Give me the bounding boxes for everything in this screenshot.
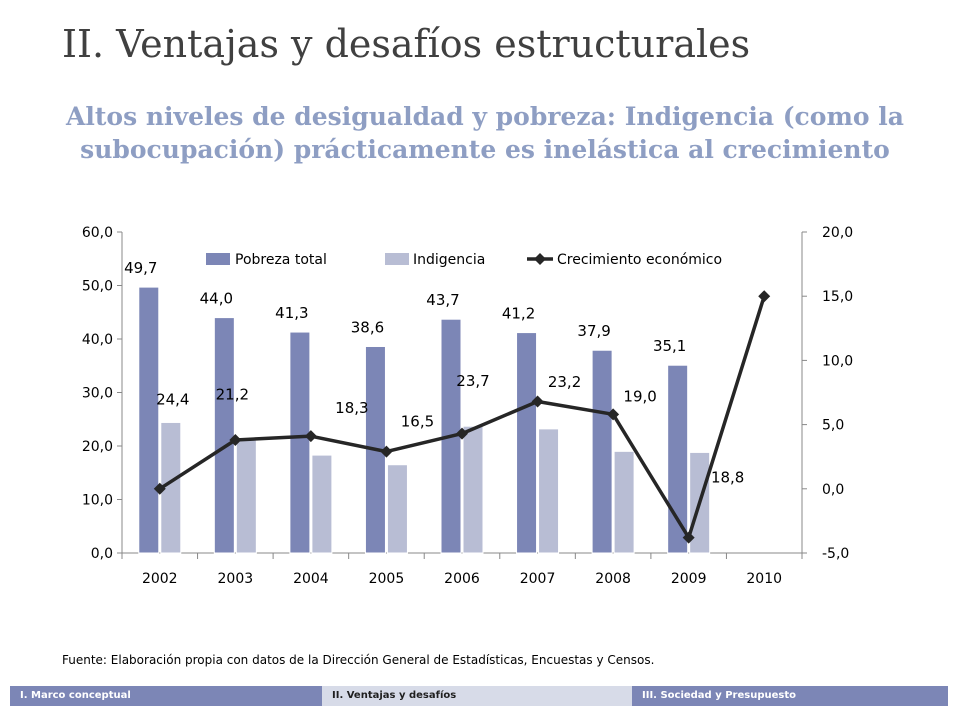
slide-subtitle: Altos niveles de desigualdad y pobreza: … [65, 102, 904, 164]
legend-swatch-pobreza-total [206, 253, 230, 265]
bar-indigencia [538, 428, 560, 554]
legend-swatch-indigencia [385, 253, 409, 265]
y-left-tick-label: 60,0 [82, 225, 113, 241]
y-right-tick-label: 20,0 [822, 225, 853, 241]
y-right-tick-label: 15,0 [822, 289, 853, 305]
data-label-indigencia: 24,4 [156, 390, 189, 408]
data-label-pobreza-total: 41,2 [502, 305, 535, 323]
data-label-pobreza-total: 43,7 [426, 291, 459, 309]
x-tick-label: 2008 [595, 571, 631, 587]
data-label-indigencia: 18,8 [711, 468, 744, 486]
x-tick-label: 2005 [369, 571, 405, 587]
bar-pobreza-total [213, 317, 235, 554]
bar-pobreza-total [138, 286, 160, 554]
bar-indigencia [386, 464, 408, 554]
bar-indigencia [311, 454, 333, 554]
data-label-indigencia: 18,3 [335, 399, 368, 417]
chart-labels: 49,7 24,4 44,0 21,2 41,3 18,3 38,6 16,5 43,7 23,7… [124, 259, 744, 486]
chart-legend: Pobreza total Indigencia Crecimiento econó… [206, 252, 722, 268]
y-left-tick-label: 10,0 [82, 493, 113, 509]
marker-crecimiento-economico [304, 430, 317, 443]
footer-tab-marco-conceptual[interactable]: I. Marco conceptual [10, 686, 322, 706]
y-right-tick-label: 10,0 [822, 353, 853, 369]
bar-indigencia [235, 439, 257, 554]
data-label-pobreza-total: 35,1 [653, 337, 686, 355]
marker-crecimiento-economico [229, 434, 242, 447]
footer-nav: I. Marco conceptual II. Ventajas y desaf… [10, 686, 948, 706]
chart-bars [138, 286, 711, 554]
x-tick-label: 2010 [746, 571, 782, 587]
data-label-pobreza-total: 41,3 [275, 304, 308, 322]
source-note: Fuente: Elaboración propia con datos de … [62, 653, 655, 667]
x-tick-label: 2002 [142, 571, 178, 587]
legend-marker-crecimiento-economico [534, 253, 546, 265]
y-left-tick-label: 40,0 [82, 332, 113, 348]
bar-pobreza-total [667, 364, 689, 554]
y-right-tick-label: -5,0 [822, 546, 849, 562]
x-tick-label: 2006 [444, 571, 480, 587]
x-tick-label: 2009 [671, 571, 707, 587]
bar-indigencia [462, 425, 484, 554]
marker-crecimiento-economico [456, 427, 468, 440]
y-left-tick-label: 30,0 [82, 386, 113, 402]
data-label-indigencia: 21,2 [216, 386, 249, 404]
marker-crecimiento-economico [682, 531, 695, 544]
data-label-pobreza-total: 49,7 [124, 259, 157, 277]
data-label-indigencia: 19,0 [623, 387, 656, 405]
marker-crecimiento-economico [380, 445, 393, 458]
marker-crecimiento-economico [758, 290, 771, 303]
legend-label-pobreza-total: Pobreza total [235, 252, 327, 268]
x-tick-label: 2007 [520, 571, 556, 587]
x-tick-label: 2003 [218, 571, 254, 587]
data-label-indigencia: 23,7 [456, 372, 489, 390]
data-label-pobreza-total: 37,9 [577, 322, 610, 340]
legend-label-indigencia: Indigencia [413, 252, 485, 268]
marker-crecimiento-economico [153, 482, 166, 495]
marker-crecimiento-economico [607, 408, 620, 421]
y-left-tick-label: 20,0 [82, 439, 113, 455]
y-right-tick-label: 0,0 [822, 482, 844, 498]
bar-pobreza-total [289, 331, 311, 554]
data-label-indigencia: 16,5 [401, 413, 434, 431]
chart-line [153, 290, 771, 544]
legend-label-crecimiento-economico: Crecimiento económico [557, 252, 722, 268]
data-label-indigencia: 23,2 [548, 373, 581, 391]
chart-axes: 0,0 10,0 20,0 30,0 40,0 50,0 60,0 -5,0 0,0 5,0 10,… [82, 225, 853, 587]
combo-chart: 0,0 10,0 20,0 30,0 40,0 50,0 60,0 -5,0 0,0 5,0 10,… [82, 225, 853, 587]
slide-title: II. Ventajas y desafíos estructurales [62, 22, 751, 66]
footer-tab-ventajas-desafios[interactable]: II. Ventajas y desafíos [322, 686, 632, 706]
marker-crecimiento-economico [531, 395, 544, 408]
bar-pobreza-total [516, 332, 538, 554]
y-right-tick-label: 5,0 [822, 418, 844, 434]
footer-tab-sociedad-presupuesto[interactable]: III. Sociedad y Presupuesto [632, 686, 948, 706]
data-label-pobreza-total: 38,6 [351, 318, 384, 336]
y-left-tick-label: 50,0 [82, 279, 113, 295]
bar-pobreza-total [591, 349, 613, 554]
x-tick-label: 2004 [293, 571, 329, 587]
bar-indigencia [613, 450, 635, 554]
data-label-pobreza-total: 44,0 [200, 290, 233, 308]
y-left-tick-label: 0,0 [91, 546, 113, 562]
